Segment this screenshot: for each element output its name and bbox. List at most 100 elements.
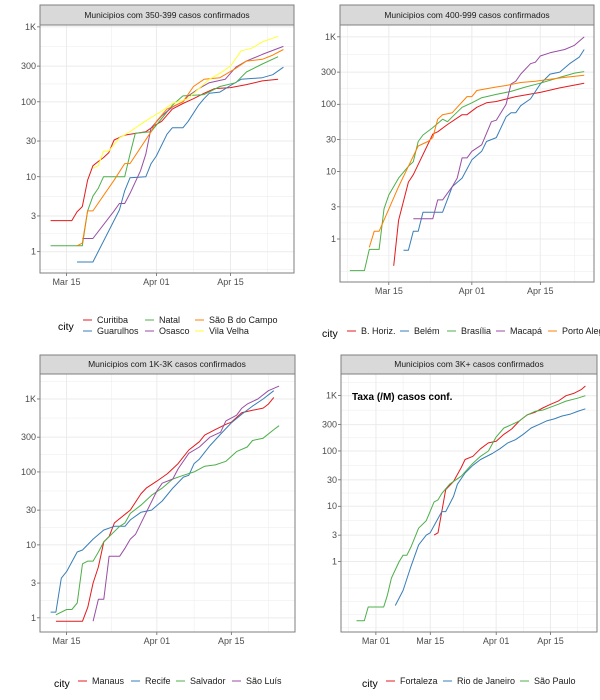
y-tick-label: 1 xyxy=(31,247,36,257)
series-line-recife xyxy=(50,390,275,613)
y-tick-label: 100 xyxy=(21,97,36,107)
y-tick-label: 10 xyxy=(326,167,336,177)
legend-label: Manaus xyxy=(92,676,125,686)
legend-label: São B do Campo xyxy=(209,315,278,325)
y-tick-label: 1 xyxy=(331,234,336,244)
legend-label: São Luís xyxy=(246,676,282,686)
y-tick-label: 1K xyxy=(25,394,36,404)
y-tick-label: 300 xyxy=(21,432,36,442)
y-tick-label: 10 xyxy=(26,172,36,182)
facet-title: Municipios com 1K-3K casos confirmados xyxy=(88,359,246,369)
panel-1: Mar 15 Apr 01 Apr 15 1 3 10 30 100 300 1K Municipi… xyxy=(21,4,295,336)
series-group xyxy=(349,36,585,272)
series-line-bras-lia xyxy=(349,71,585,272)
series-line-s-o-lu-s xyxy=(92,385,280,622)
legend-label: Osasco xyxy=(159,326,190,336)
legend-label: Belém xyxy=(414,326,440,336)
series-group xyxy=(50,385,280,622)
y-tick-label: 30 xyxy=(26,505,36,515)
plot-background xyxy=(340,25,594,282)
x-tick-label: Apr 01 xyxy=(483,636,510,646)
facet-strip xyxy=(340,354,598,375)
y-tick-label: 30 xyxy=(326,134,336,144)
plot-background xyxy=(40,374,295,632)
legend: city B. Horiz. Belém Brasília Macapá Porto Al… xyxy=(322,326,600,340)
facet-title: Municipios com 3K+ casos confirmados xyxy=(394,359,544,369)
y-tick-label: 1K xyxy=(25,22,36,32)
series-line-manaus xyxy=(55,397,275,622)
legend-title: city xyxy=(54,678,71,690)
legend-label: Recife xyxy=(145,676,171,686)
series-group xyxy=(356,385,586,622)
x-tick-label: Apr 01 xyxy=(143,277,170,287)
panel-4: Mar 01 Mar 15 Apr 01 Apr 15 1 3 10 30 100 300 1K Mu… xyxy=(322,354,598,690)
panel-2: Mar 15 Apr 01 Apr 15 1 3 10 30 100 300 1K Municipi… xyxy=(321,4,600,340)
series-line-curitiba xyxy=(50,78,279,222)
legend-label: Vila Velha xyxy=(209,326,249,336)
legend-label: Salvador xyxy=(190,676,226,686)
y-tick-label: 3 xyxy=(332,530,337,540)
x-tick-label: Mar 15 xyxy=(416,636,444,646)
legend-label: Curitiba xyxy=(97,315,128,325)
panel-3: Mar 15 Apr 01 Apr 15 1 3 10 30 100 300 1K Municipi… xyxy=(21,354,296,690)
plot-background xyxy=(341,374,597,632)
series-line-s-o-b-do-campo xyxy=(76,49,284,247)
y-tick-label: 1K xyxy=(325,32,336,42)
x-tick-label: Apr 15 xyxy=(218,636,245,646)
x-tick-label: Apr 01 xyxy=(144,636,171,646)
legend-title: city xyxy=(58,321,75,333)
y-tick-label: 30 xyxy=(327,475,337,485)
y-tick-label: 1 xyxy=(31,613,36,623)
x-tick-label: Apr 15 xyxy=(217,277,244,287)
series-line-s-o-paulo xyxy=(356,395,586,622)
x-tick-label: Apr 15 xyxy=(537,636,564,646)
legend-title: city xyxy=(322,328,339,340)
legend-label: Natal xyxy=(159,315,180,325)
facet-title: Municipios com 400-999 casos confirmados xyxy=(384,10,549,20)
facet-strip xyxy=(339,4,595,26)
x-tick-label: Mar 15 xyxy=(53,636,81,646)
y-tick-label: 300 xyxy=(21,61,36,71)
x-tick-label: Mar 15 xyxy=(375,286,403,296)
series-line-salvador xyxy=(55,425,280,616)
y-tick-label: 1 xyxy=(332,556,337,566)
legend-label: B. Horiz. xyxy=(361,326,396,336)
y-tick-label: 100 xyxy=(21,467,36,477)
y-tick-label: 300 xyxy=(321,67,336,77)
y-tick-label: 10 xyxy=(327,501,337,511)
y-tick-label: 100 xyxy=(321,99,336,109)
x-tick-label: Mar 15 xyxy=(52,277,80,287)
series-line-vila-velha xyxy=(92,35,279,169)
y-tick-label: 1K xyxy=(326,391,337,401)
x-tick-label: Mar 01 xyxy=(362,636,390,646)
facet-title: Municipios com 350-399 casos confirmados xyxy=(84,10,249,20)
y-tick-label: 100 xyxy=(322,446,337,456)
x-tick-label: Apr 15 xyxy=(527,286,554,296)
legend-label: Porto Alegre xyxy=(562,326,600,336)
legend: city Manaus Recife Salvador São Luís xyxy=(54,676,282,690)
y-tick-label: 30 xyxy=(26,136,36,146)
legend-label: São Paulo xyxy=(534,676,576,686)
series-line-porto-alegre xyxy=(368,74,585,248)
legend-label: Rio de Janeiro xyxy=(457,676,515,686)
facet-strip xyxy=(39,354,296,375)
legend-title: city xyxy=(362,678,379,690)
y-tick-label: 10 xyxy=(26,540,36,550)
x-tick-label: Apr 01 xyxy=(459,286,486,296)
facet-strip xyxy=(39,4,295,26)
y-tick-label: 3 xyxy=(31,211,36,221)
plot-background xyxy=(40,25,294,273)
series-line-rio-de-janeiro xyxy=(394,408,586,606)
y-tick-label: 300 xyxy=(322,420,337,430)
annotation: Taxa (/M) casos conf. xyxy=(352,392,453,403)
series-line-fortaleza xyxy=(433,385,586,536)
legend-label: Macapá xyxy=(510,326,542,336)
y-tick-label: 3 xyxy=(331,202,336,212)
series-line-macap- xyxy=(413,36,585,220)
series-group xyxy=(50,35,284,263)
legend-label: Brasília xyxy=(461,326,491,336)
series-line-b-horiz- xyxy=(393,82,585,266)
y-tick-label: 3 xyxy=(31,578,36,588)
